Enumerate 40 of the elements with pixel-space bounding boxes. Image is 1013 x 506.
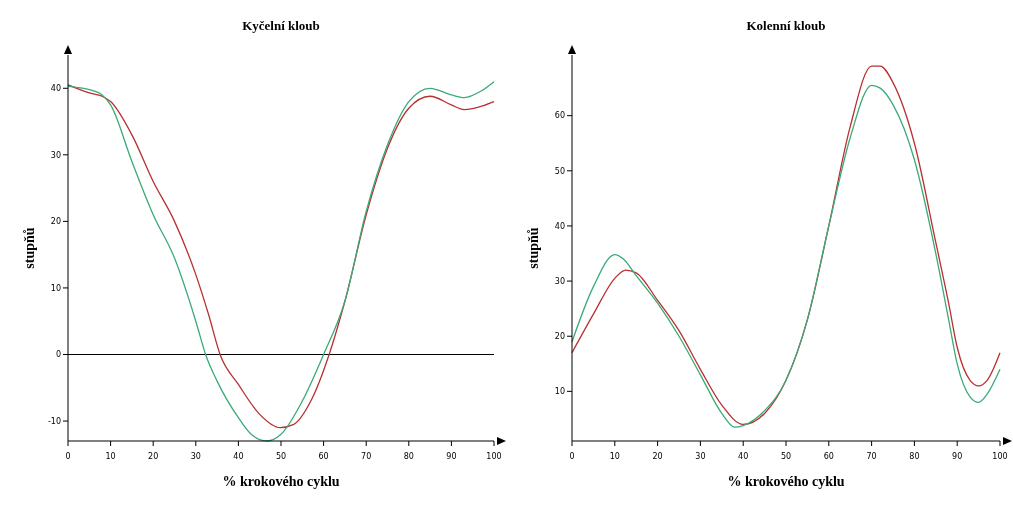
- x-tick-label: 70: [361, 452, 372, 461]
- x-axis-title: % krokového cyklu: [222, 474, 340, 489]
- x-tick-label: 10: [609, 452, 620, 461]
- chart-title: Kolenní kloub: [746, 18, 826, 33]
- x-tick-label: 40: [738, 452, 749, 461]
- x-tick-label: 30: [695, 452, 706, 461]
- y-axis-title: stupňů: [526, 227, 541, 269]
- y-tick-label: 50: [554, 166, 565, 176]
- y-tick-label: 0: [55, 350, 61, 360]
- x-tick-label: 20: [148, 452, 159, 461]
- y-tick-label: 30: [554, 276, 565, 286]
- y-tick-label: -10: [47, 416, 61, 426]
- x-tick-label: 90: [952, 452, 963, 461]
- y-tick-label: 60: [554, 111, 565, 121]
- x-tick-label: 0: [569, 452, 575, 461]
- x-tick-label: 10: [105, 452, 116, 461]
- y-tick-label: 10: [50, 283, 61, 293]
- y-tick-label: 20: [50, 217, 61, 227]
- x-tick-label: 90: [446, 452, 457, 461]
- y-tick-label: 20: [554, 332, 565, 342]
- x-tick-label: 100: [486, 452, 502, 461]
- chart-title: Kyčelní kloub: [242, 18, 320, 33]
- y-tick-label: 40: [554, 221, 565, 231]
- x-axis-title: % krokového cyklu: [727, 474, 845, 489]
- y-tick-label: 10: [554, 387, 565, 397]
- x-tick-label: 60: [318, 452, 329, 461]
- x-tick-label: 80: [909, 452, 920, 461]
- x-tick-label: 100: [992, 452, 1008, 461]
- x-tick-label: 60: [823, 452, 834, 461]
- x-tick-label: 70: [866, 452, 877, 461]
- y-tick-label: 40: [50, 84, 61, 94]
- x-tick-label: 80: [403, 452, 414, 461]
- y-tick-label: 30: [50, 150, 61, 160]
- x-tick-label: 50: [275, 452, 287, 461]
- x-tick-label: 20: [652, 452, 663, 461]
- x-tick-label: 0: [65, 452, 71, 461]
- x-tick-label: 30: [190, 452, 201, 461]
- x-tick-label: 40: [233, 452, 244, 461]
- x-tick-label: 50: [780, 452, 792, 461]
- y-axis-title: stupňů: [22, 227, 37, 269]
